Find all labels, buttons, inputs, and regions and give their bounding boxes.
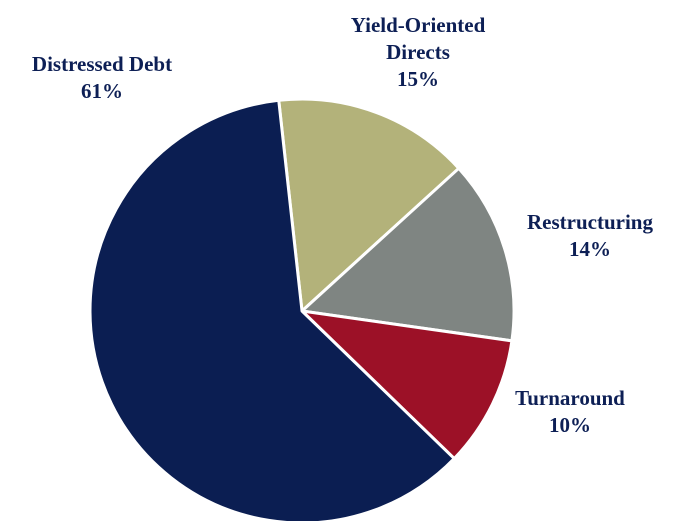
slice-value-yield-oriented-directs: 15% [397,67,439,91]
label-distressed-debt: Distressed Debt 61% [32,51,172,105]
slice-name-yield-oriented-line2: Directs [386,40,450,64]
label-turnaround: Turnaround 10% [515,385,625,439]
slice-name-turnaround: Turnaround [515,386,625,410]
slice-name-restructuring: Restructuring [527,210,653,234]
slice-distressed-debt [88,98,456,525]
slice-turnaround [300,309,514,461]
label-restructuring: Restructuring 14% [527,209,653,263]
slice-value-turnaround: 10% [549,413,591,437]
slice-value-distressed-debt: 61% [81,79,123,103]
slice-name-distressed-debt: Distressed Debt [31,52,173,76]
label-yield-oriented-directs: Yield-Oriented Directs 15% [351,12,486,93]
slice-restructuring [300,166,516,343]
slice-yield-oriented-directs [277,97,461,313]
slice-name-yield-oriented-line1: Yield-Oriented [350,13,486,37]
slice-value-restructuring: 14% [568,237,611,261]
